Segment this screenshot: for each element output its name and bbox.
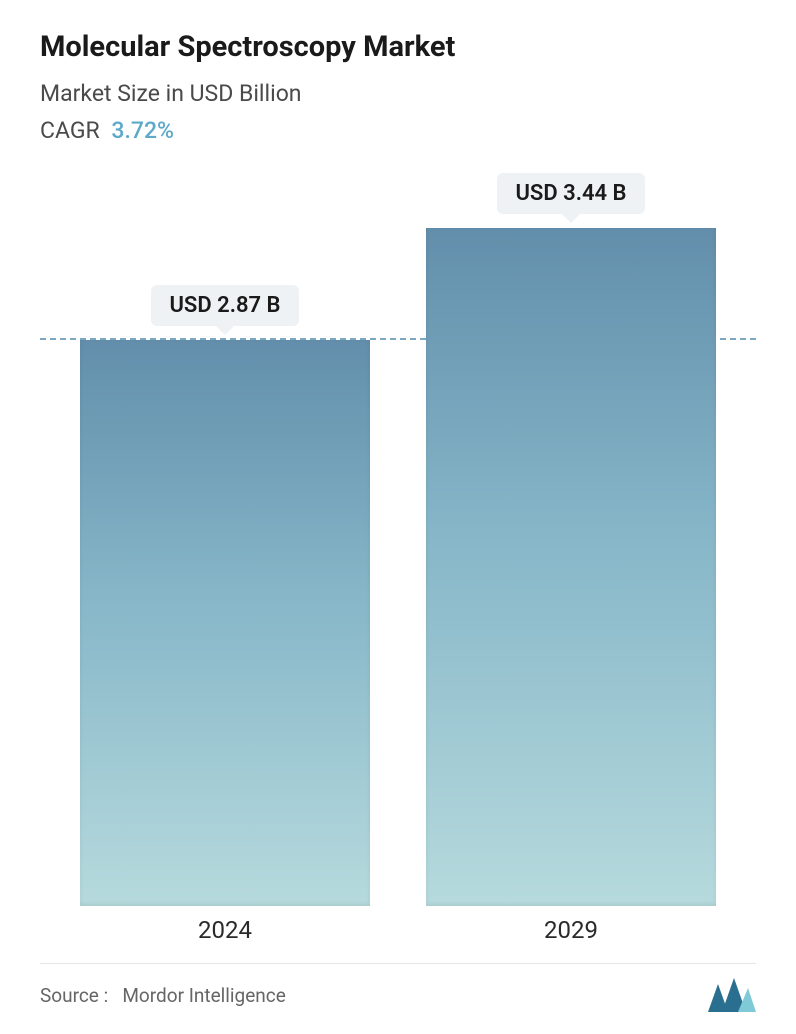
chart-subtitle: Market Size in USD Billion — [40, 80, 756, 107]
value-pill: USD 3.44 B — [497, 173, 644, 214]
source-label: Source : — [40, 984, 108, 1007]
x-axis-label: 2024 — [80, 916, 370, 944]
bar-group-2024: USD 2.87 B — [80, 285, 370, 906]
chart-area: USD 2.87 B USD 3.44 B 2024 2029 — [40, 210, 756, 944]
cagr-label: CAGR — [40, 117, 100, 144]
brand-logo-icon — [708, 978, 756, 1012]
chart-title: Molecular Spectroscopy Market — [40, 30, 756, 64]
bar-group-2029: USD 3.44 B — [426, 173, 716, 906]
bar — [426, 228, 716, 906]
value-pill: USD 2.87 B — [151, 285, 298, 326]
chart-container: Molecular Spectroscopy Market Market Siz… — [0, 0, 796, 1034]
cagr-value: 3.72% — [111, 117, 174, 144]
source-name: Mordor Intelligence — [122, 984, 285, 1007]
chart-footer: Source : Mordor Intelligence — [40, 963, 756, 1012]
cagr-line: CAGR 3.72% — [40, 117, 756, 144]
bar — [80, 340, 370, 906]
source-text: Source : Mordor Intelligence — [40, 984, 286, 1007]
x-axis-label: 2029 — [426, 916, 716, 944]
